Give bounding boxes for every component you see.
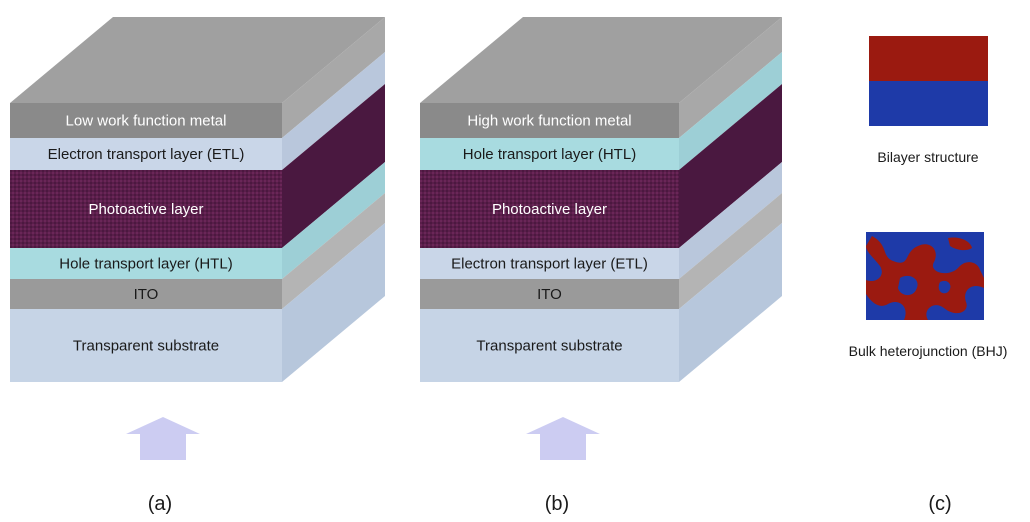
panel-b-layer-0-front <box>420 103 679 138</box>
panel-a-layer-2-side <box>282 84 385 248</box>
panel-a-layer-0-side <box>282 17 385 138</box>
panel-a-layers: Low work function metal Electron transpor… <box>10 17 385 382</box>
bhj-image <box>866 232 984 320</box>
panel-a-layer-5-label: Transparent substrate <box>73 338 219 355</box>
panel-b-layer-2-label: Photoactive layer <box>492 201 607 218</box>
panel-a-layer-2-front <box>10 170 282 248</box>
panel-b-layer-1-side <box>679 52 782 170</box>
panel-b-layer-5-side <box>679 223 782 382</box>
panel-b-layer-2-front <box>420 170 679 248</box>
panel-a-arrow <box>126 417 200 460</box>
panel-b-layer-0-label: High work function metal <box>467 113 631 130</box>
panel-c: Bilayer structure Bulk heterojunction (B… <box>849 36 1008 515</box>
panel-b-layer-3-label: Electron transport layer (ETL) <box>451 256 648 273</box>
panel-a-layer-2-label: Photoactive layer <box>88 201 203 218</box>
panel-a-layer-3-front <box>10 248 282 279</box>
panel-a-layer-0-label: Low work function metal <box>66 113 227 130</box>
panel-a: Low work function metal Electron transpor… <box>10 17 385 515</box>
panel-b-layer-0-side <box>679 17 782 138</box>
panel-b-caption: (b) <box>545 493 569 515</box>
panel-a-layer-1-front <box>10 138 282 170</box>
panel-a-top-face <box>10 17 385 103</box>
panel-b-layer-3-front <box>420 248 679 279</box>
bilayer-top-red <box>869 36 988 81</box>
panel-b-layer-3-side <box>679 162 782 279</box>
bhj-label: Bulk heterojunction (BHJ) <box>849 343 1008 359</box>
panel-b-layer-1-label: Hole transport layer (HTL) <box>463 146 636 163</box>
panel-b-layer-5-front <box>420 309 679 382</box>
panel-a-layer-4-side <box>282 193 385 309</box>
panel-b-layer-2-side <box>679 84 782 248</box>
panel-c-caption: (c) <box>928 493 951 515</box>
bilayer-bottom-blue <box>869 81 988 126</box>
panel-b-layers: High work function metal Hole transport l… <box>420 17 782 382</box>
panel-b-layer-4-side <box>679 193 782 309</box>
panel-a-layer-5-side <box>282 223 385 382</box>
panel-a-layer-5-front <box>10 309 282 382</box>
panel-b: High work function metal Hole transport l… <box>420 17 782 515</box>
panel-b-top-face <box>420 17 782 103</box>
panel-a-caption: (a) <box>148 493 172 515</box>
panel-b-arrow <box>526 417 600 460</box>
panel-b-layer-5-label: Transparent substrate <box>476 338 622 355</box>
panel-b-layer-4-front <box>420 279 679 309</box>
panel-a-layer-4-label: ITO <box>134 286 159 303</box>
panel-a-layer-1-side <box>282 52 385 170</box>
panel-a-layer-3-label: Hole transport layer (HTL) <box>59 256 232 273</box>
panel-b-layer-1-front <box>420 138 679 170</box>
bilayer-label: Bilayer structure <box>877 149 978 165</box>
panel-a-layer-0-front <box>10 103 282 138</box>
panel-a-layer-1-label: Electron transport layer (ETL) <box>48 146 245 163</box>
panel-a-layer-3-side <box>282 162 385 279</box>
panel-a-layer-4-front <box>10 279 282 309</box>
panel-b-layer-4-label: ITO <box>537 286 562 303</box>
